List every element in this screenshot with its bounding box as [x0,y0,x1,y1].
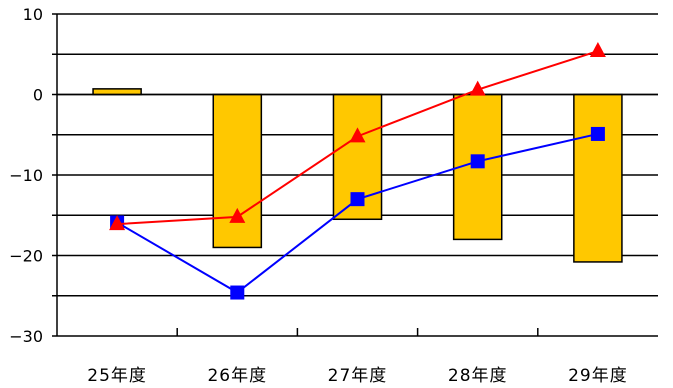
y-tick-label: −10 [9,166,43,185]
y-tick-label: 10 [23,5,43,24]
series-0-point-4 [590,126,605,141]
x-category-label: 27年度 [328,366,388,386]
series-0-point-1 [230,285,245,300]
series-1-point-2 [349,127,366,143]
line-series [109,42,606,300]
bar-1 [212,93,263,249]
series-0-point-2 [350,192,365,207]
x-category-label: 28年度 [448,366,508,386]
x-category-label: 26年度 [207,366,267,386]
y-tick-label: 0 [33,86,43,105]
tick-labels: 10 0 −10 −20 −30 25年度 26年度 27年度 28年度 29年度 [9,5,628,386]
y-tick-label: −30 [9,327,43,346]
series-1-point-0 [109,215,126,231]
x-category-label: 25年度 [87,366,147,386]
y-tick-label: −20 [9,247,43,266]
bar-4 [573,93,623,263]
axes [52,13,658,337]
series-0-point-3 [470,154,485,169]
x-category-label: 29年度 [568,366,628,386]
series-1-point-3 [469,80,486,96]
bar-0 [92,88,142,96]
series-1-point-4 [589,42,606,58]
series-1-point-1 [229,207,246,223]
